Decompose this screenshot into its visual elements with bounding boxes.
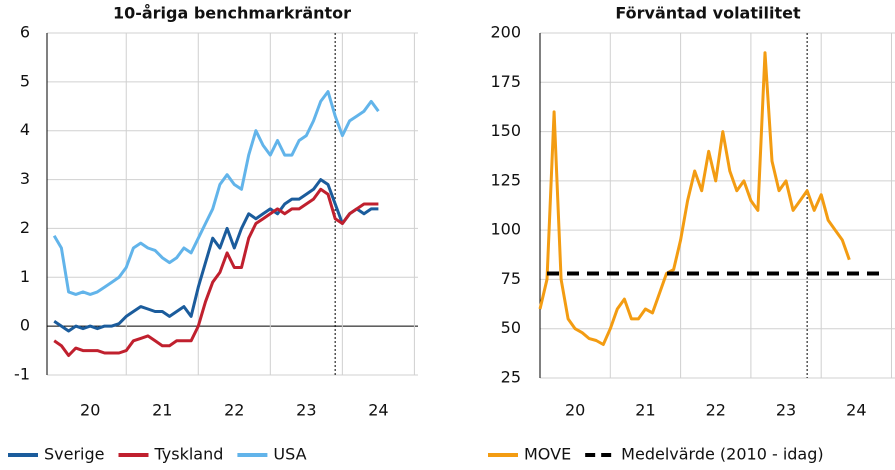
series-line [53,178,379,333]
y-tick-label: 3 [20,169,30,188]
chart-title: Förväntad volatilitet [615,4,801,23]
x-tick-label: 22 [706,401,726,420]
x-tick-label: 22 [224,401,244,420]
x-tick-label: 24 [846,401,866,420]
y-tick-label: 100 [490,220,521,239]
chart-title: 10-åriga benchmarkräntor [113,4,351,23]
x-tick-label: 23 [296,401,316,420]
legend-label: MOVE [524,445,571,464]
y-tick-label: 25 [501,368,521,387]
x-tick-label: 20 [80,401,100,420]
y-tick-label: -1 [14,365,30,384]
x-tick-label: 21 [152,401,172,420]
legend-label: Medelvärde (2010 - idag) [621,445,823,464]
x-tick-label: 21 [635,401,655,420]
y-tick-label: 6 [20,23,30,42]
legend-label: Sverige [44,445,105,464]
legend-label: USA [273,445,306,464]
y-tick-label: 4 [20,120,30,139]
y-tick-label: 175 [490,72,521,91]
series-line [538,51,851,346]
legend-label: Tyskland [154,445,224,464]
x-tick-label: 24 [368,401,388,420]
series-line [52,90,380,296]
series-line [53,187,379,357]
y-tick-label: 1 [20,267,30,286]
y-tick-label: 150 [490,121,521,140]
y-tick-label: 2 [20,218,30,237]
y-tick-label: 0 [20,316,30,335]
x-tick-label: 20 [565,401,585,420]
x-tick-label: 23 [776,401,796,420]
y-tick-label: 125 [490,170,521,189]
y-tick-label: 200 [490,23,521,42]
y-tick-label: 50 [501,318,521,337]
y-tick-label: 5 [20,71,30,90]
y-tick-label: 75 [501,269,521,288]
